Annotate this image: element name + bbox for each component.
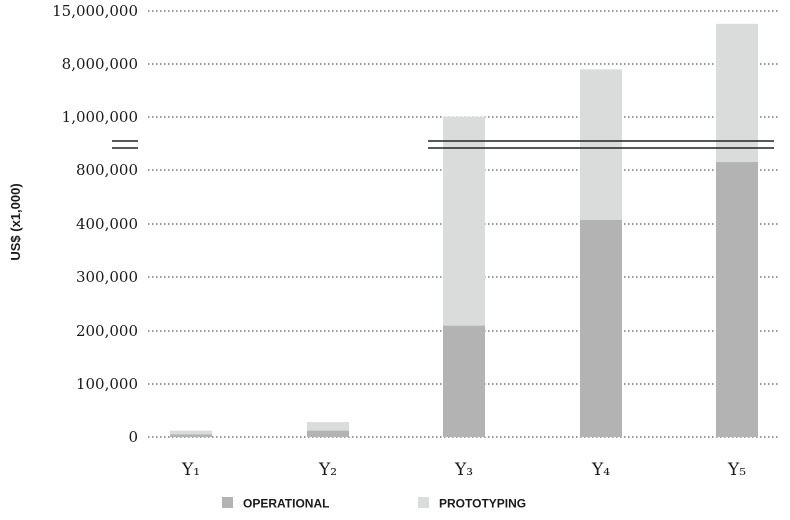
bar-operational [580, 219, 622, 437]
bar-operational [170, 434, 212, 437]
y-tick-label: 800,000 [76, 161, 138, 179]
y-tick-label: 100,000 [76, 375, 138, 393]
bar-operational [443, 325, 485, 437]
bar-operational [716, 162, 758, 438]
legend: OPERATIONAL PROTOTYPING [222, 497, 526, 511]
y-tick-label: 8,000,000 [62, 55, 138, 73]
y-tick-label: 0 [128, 428, 138, 446]
y-tick-label: 400,000 [76, 215, 138, 233]
y-tick-label: 300,000 [76, 268, 138, 286]
x-category-labels: Y₁ Y₂ Y₃ Y₄ Y₅ [181, 460, 746, 480]
bar-prototyping [716, 23, 758, 163]
x-category-label: Y₄ [591, 460, 610, 480]
y-tick-label: 15,000,000 [52, 2, 138, 20]
axis-break [112, 140, 774, 149]
y-tick-labels: 0 100,000 200,000 300,000 400,000 800,000 1,00… [52, 2, 138, 446]
bar-prototyping [170, 430, 212, 435]
y-axis-label: US$ (x1,000) [8, 183, 23, 260]
x-category-label: Y₅ [727, 460, 746, 480]
y-tick-label: 200,000 [76, 322, 138, 340]
x-category-label: Y₁ [181, 460, 200, 480]
legend-label: OPERATIONAL [243, 497, 329, 511]
legend-swatch [222, 497, 233, 508]
bar-operational [307, 430, 349, 437]
bars [170, 23, 758, 438]
x-category-label: Y₃ [454, 460, 473, 480]
bar-prototyping [580, 69, 622, 220]
x-category-label: Y₂ [318, 460, 337, 480]
bar-prototyping [443, 116, 485, 326]
bar-prototyping [307, 422, 349, 431]
y-tick-label: 1,000,000 [62, 108, 138, 126]
legend-label: PROTOTYPING [439, 497, 526, 511]
legend-swatch [418, 497, 429, 508]
